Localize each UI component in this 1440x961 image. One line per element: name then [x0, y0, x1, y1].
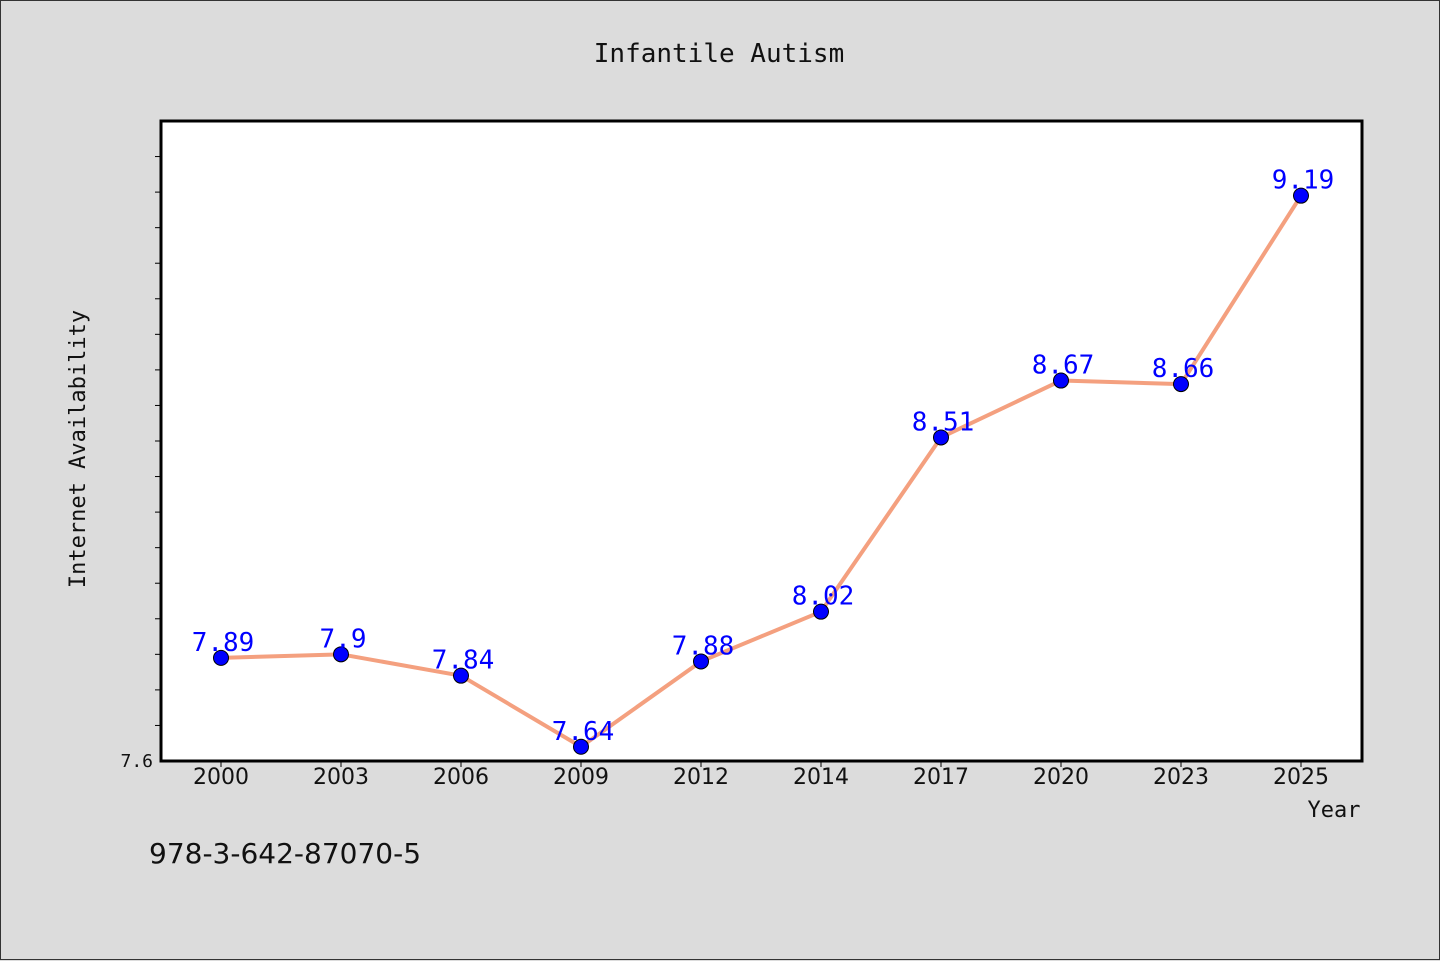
- series-line: [220, 194, 1303, 749]
- data-label: 8.66: [1152, 354, 1215, 384]
- x-tick-label: 2020: [1033, 765, 1089, 790]
- data-point: [333, 646, 349, 663]
- data-labels: 7.89 7.9 7.84 7.64 7.88 8.02 8.51 8.67 8.66 9.19: [192, 166, 1335, 747]
- isbn-footnote: 978-3-642-87070-5: [149, 837, 421, 870]
- y-tick-label: 7.6: [120, 751, 153, 772]
- x-tick-label: 2009: [553, 765, 609, 790]
- data-point: [813, 603, 829, 620]
- data-point: [693, 653, 709, 670]
- data-label: 8.51: [912, 407, 975, 437]
- y-axis-label: Internet Availability: [66, 310, 91, 588]
- x-tick-label: 2003: [313, 765, 369, 790]
- x-tick-label: 2023: [1153, 765, 1209, 790]
- data-point: [453, 667, 469, 684]
- data-label: 9.19: [1272, 166, 1335, 196]
- x-tick-label: 2017: [913, 765, 969, 790]
- x-tick-label: 2012: [673, 765, 729, 790]
- chart-title: Infantile Autism: [594, 39, 844, 69]
- x-tick-label: 2025: [1273, 765, 1329, 790]
- data-label: 7.9: [320, 624, 367, 654]
- data-point: [1053, 372, 1069, 389]
- data-label: 8.67: [1032, 351, 1095, 381]
- x-tick-label: 2014: [793, 765, 849, 790]
- data-label: 8.02: [792, 582, 855, 612]
- y-axis-ticks: 7.6: [120, 156, 161, 772]
- data-point: [213, 649, 229, 666]
- data-point: [573, 738, 589, 755]
- x-axis-ticks: 2000 2003 2006 2009 2012 2014 2017 2020 2023 2025: [193, 761, 1329, 790]
- data-point: [1173, 376, 1189, 393]
- plot-area: [159, 119, 1364, 763]
- x-axis-label: Year: [1308, 798, 1361, 823]
- data-label: 7.89: [192, 628, 255, 658]
- x-tick-label: 2000: [193, 765, 249, 790]
- data-label: 7.64: [552, 717, 615, 747]
- data-point: [1293, 187, 1309, 204]
- data-label: 7.84: [432, 646, 495, 676]
- data-point: [933, 429, 949, 446]
- x-tick-label: 2006: [433, 765, 489, 790]
- series-layer: [213, 187, 1309, 755]
- data-label: 7.88: [672, 631, 735, 661]
